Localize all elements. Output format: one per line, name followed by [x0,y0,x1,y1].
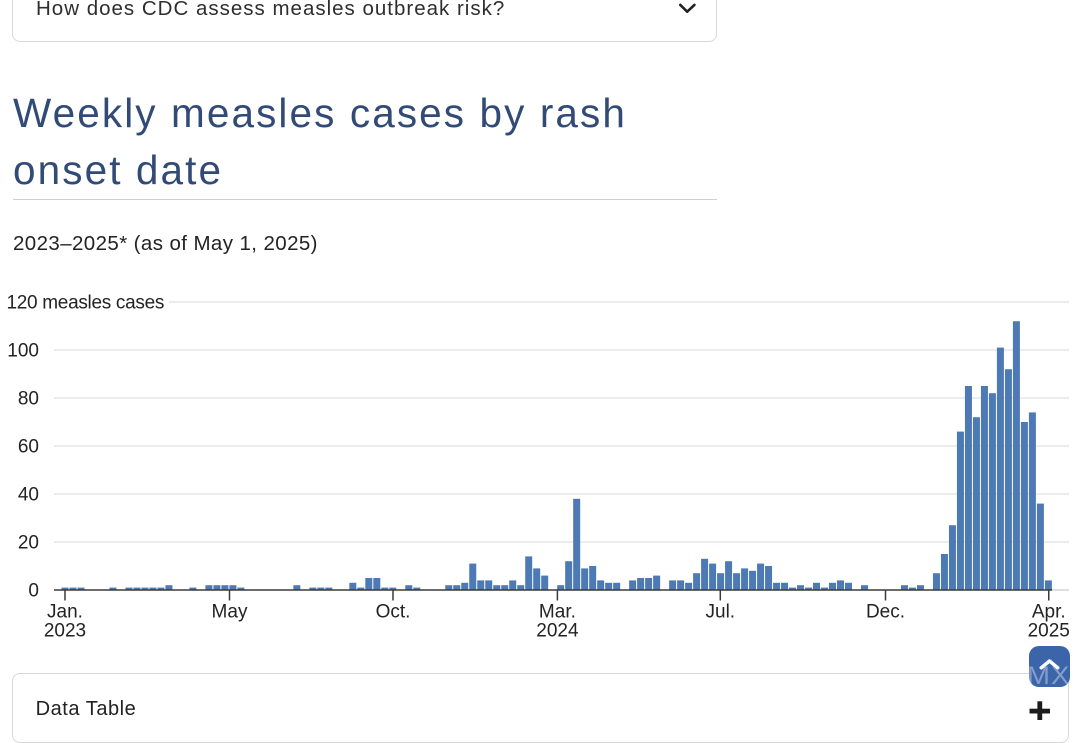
svg-text:60: 60 [18,437,39,458]
svg-text:20: 20 [18,533,39,554]
svg-text:Dec.: Dec. [866,602,905,623]
svg-text:Mar.: Mar. [539,602,576,623]
svg-text:May: May [212,602,248,623]
svg-text:2025: 2025 [1028,621,1070,642]
svg-text:40: 40 [18,485,39,506]
svg-text:Oct.: Oct. [376,602,411,623]
svg-text:0: 0 [28,581,39,602]
svg-text:2024: 2024 [536,621,579,642]
svg-text:2023: 2023 [44,621,86,642]
svg-text:Jul.: Jul. [706,602,736,623]
svg-text:80: 80 [18,389,39,410]
svg-text:Jan.: Jan. [47,602,83,623]
svg-text:Apr.: Apr. [1032,602,1066,623]
svg-text:120 measles cases: 120 measles cases [7,293,165,314]
svg-text:100: 100 [7,341,39,362]
